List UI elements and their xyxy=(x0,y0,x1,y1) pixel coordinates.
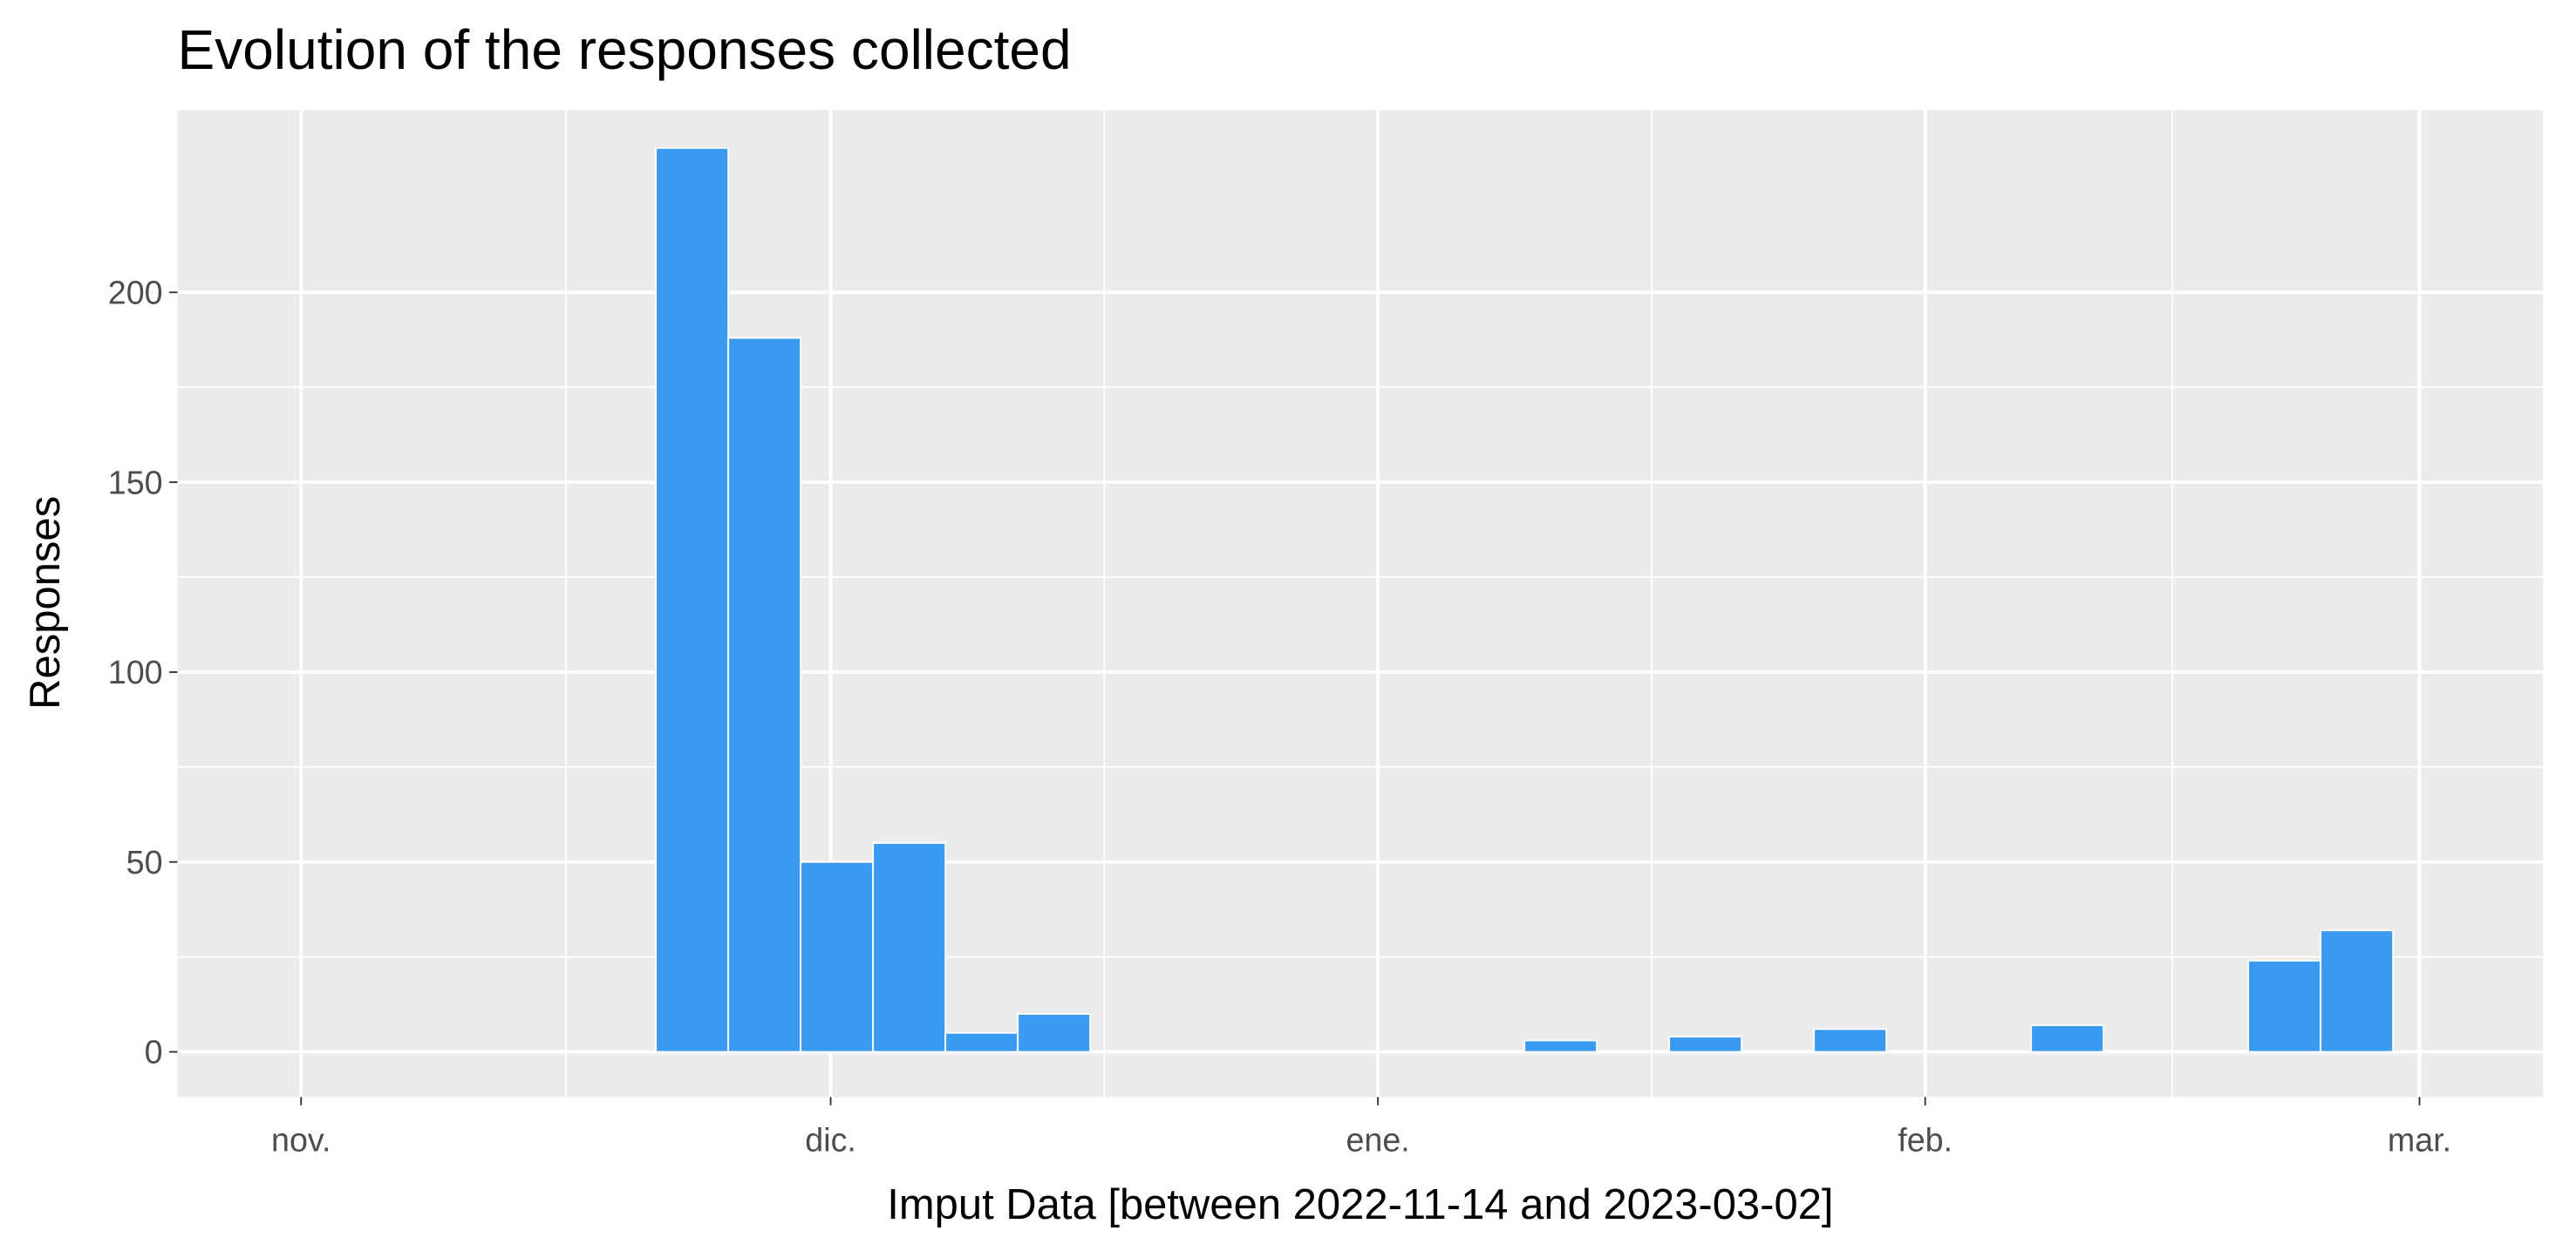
bar xyxy=(655,146,730,1053)
panel xyxy=(177,110,2544,1098)
y-tick-label: 100 xyxy=(108,654,163,690)
bar xyxy=(2320,929,2395,1053)
x-tick-label: mar. xyxy=(2388,1122,2451,1159)
labels: 0 50 100 150 200 nov. dic. ene. feb. mar. xyxy=(108,274,2451,1158)
y-tick-label: 200 xyxy=(108,274,163,310)
x-tick-label: feb. xyxy=(1898,1122,1952,1159)
bar xyxy=(727,337,802,1053)
y-axis-title: Responses xyxy=(22,496,69,710)
y-tick-label: 0 xyxy=(145,1034,163,1071)
chart-title: Evolution of the responses collected xyxy=(178,18,1072,81)
x-tick-label: dic. xyxy=(805,1122,856,1159)
y-tick-label: 150 xyxy=(108,464,163,500)
x-tick-label: ene. xyxy=(1346,1122,1409,1159)
x-axis-title: Imput Data [between 2022-11-14 and 2023-… xyxy=(887,1181,1833,1228)
y-tick-label: 50 xyxy=(126,844,163,881)
bar xyxy=(2030,1024,2105,1053)
bar xyxy=(800,860,875,1053)
bar xyxy=(1813,1028,1888,1053)
bar xyxy=(872,842,947,1053)
bar xyxy=(944,1031,1019,1053)
x-tick-label: nov. xyxy=(271,1122,331,1159)
bar xyxy=(2247,960,2322,1053)
grid xyxy=(177,110,2544,1098)
bar xyxy=(1523,1039,1598,1053)
bar xyxy=(1017,1013,1092,1053)
bars xyxy=(655,146,2395,1053)
bar xyxy=(1668,1036,1743,1053)
